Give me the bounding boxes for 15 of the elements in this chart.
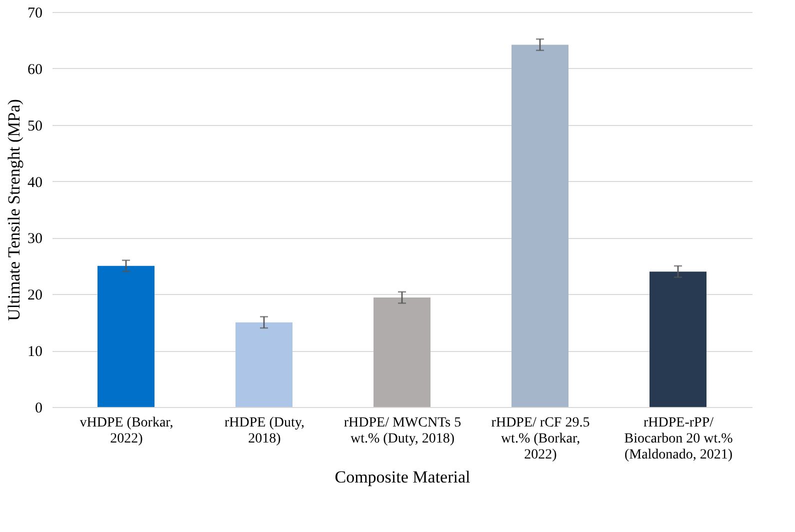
y-tick-label: 0: [35, 400, 42, 416]
y-tick-label: 40: [28, 174, 42, 191]
y-tick-label: 30: [28, 231, 42, 248]
y-tick-label: 10: [28, 344, 42, 360]
x-tick-label: rHDPE-rPP/ Biocarbon 20 wt.% (Maldonado, 2021): [624, 416, 734, 462]
x-tick-label: rHDPE/ MWCNTs 5 wt.% (Duty, 2018): [344, 416, 462, 446]
y-tick-label: 50: [28, 118, 42, 134]
x-tick-label: rHDPE/ rCF 29.5 wt.% (Borkar, 2022): [491, 416, 590, 462]
x-axis-title: Composite Material: [334, 468, 471, 486]
y-tick-label: 20: [28, 288, 42, 304]
x-tick-label: rHDPE (Duty, 2018): [224, 416, 304, 446]
y-tick-label: 60: [28, 62, 42, 78]
y-tick-label: 70: [28, 6, 42, 22]
y-axis-title: Ultimate Tensile Strenght (MPa): [4, 99, 24, 321]
x-tick-label: vHDPE (Borkar, 2022): [80, 416, 174, 446]
